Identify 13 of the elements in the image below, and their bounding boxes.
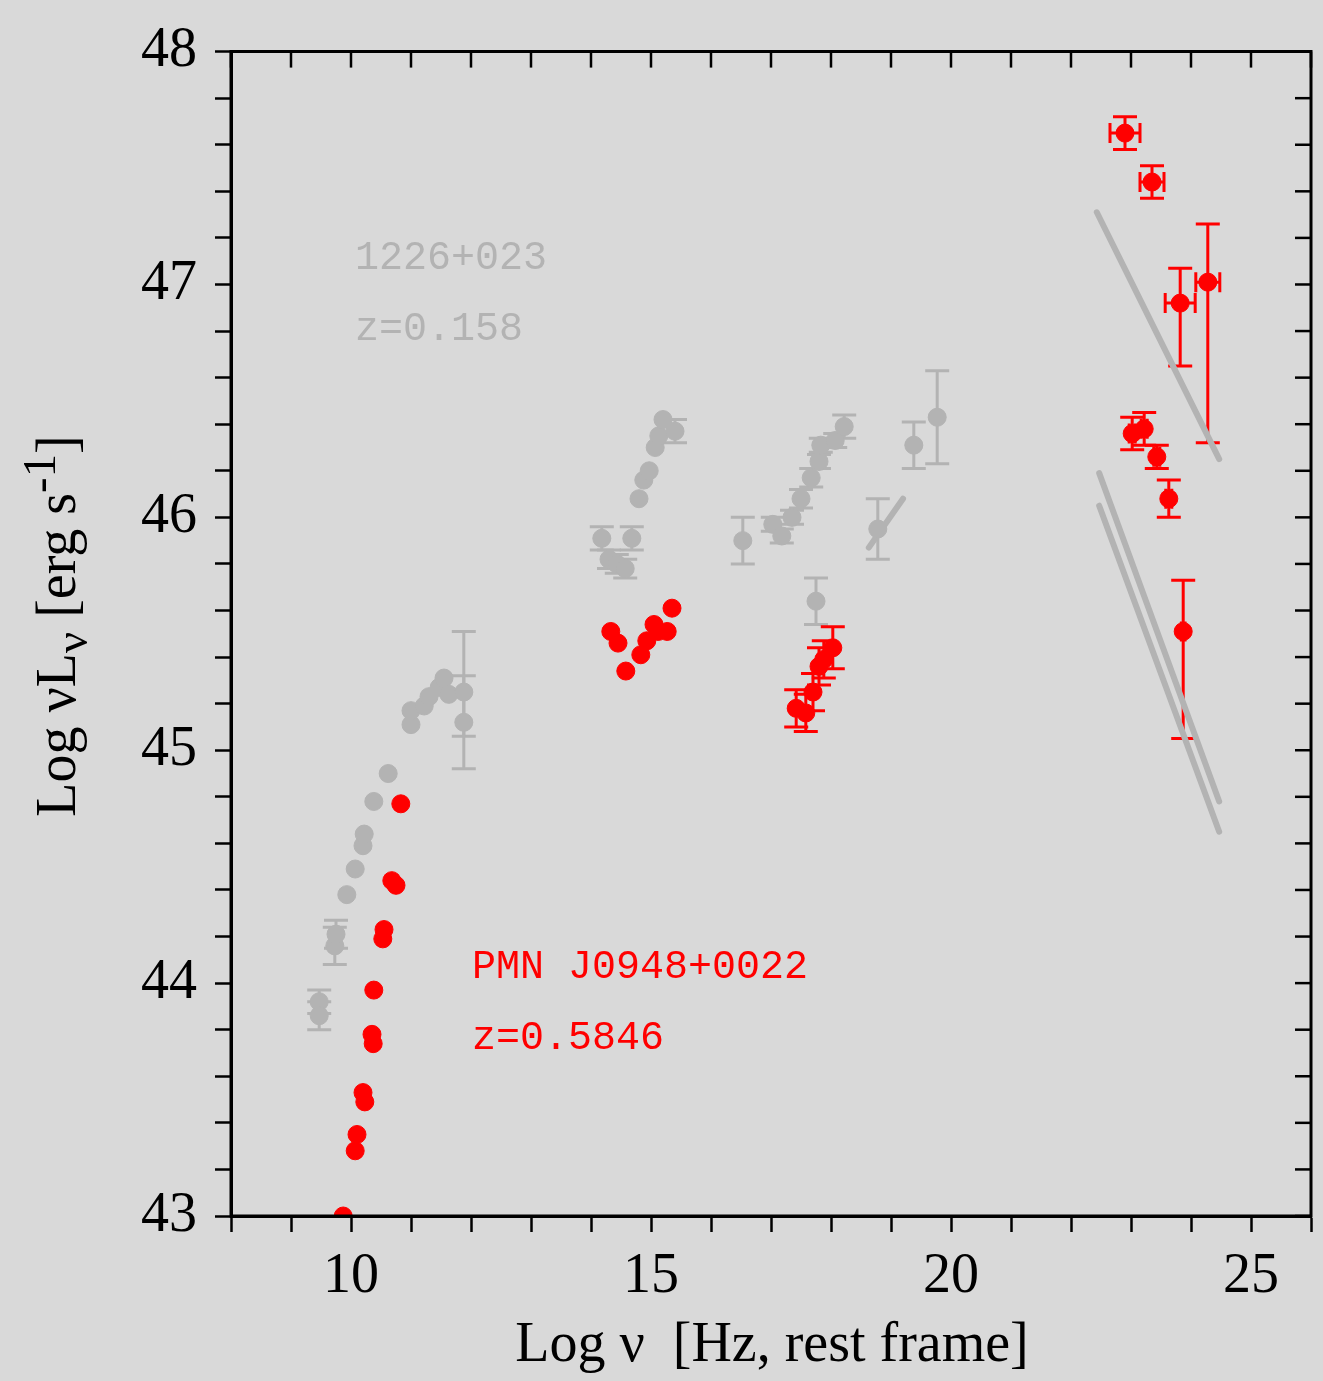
x-tick-label: 10 xyxy=(323,1242,379,1305)
annotation: z=0.5846 xyxy=(472,1015,665,1061)
x-tick-label: 15 xyxy=(623,1242,679,1305)
x-axis-title: Log ν [Hz, rest frame] xyxy=(514,1310,1030,1374)
x-tick-label: 20 xyxy=(923,1242,979,1305)
text: PMN J0948+0022 xyxy=(472,944,809,990)
y-tick-label: 45 xyxy=(141,714,197,777)
y-tick-label: 48 xyxy=(141,16,197,79)
y-tick-label: 47 xyxy=(141,249,197,312)
x-tick-label: 25 xyxy=(1223,1242,1279,1305)
y-tick-label: 46 xyxy=(141,482,197,545)
y-tick-label: 43 xyxy=(141,1180,197,1243)
y-tick-label: 44 xyxy=(141,947,197,1010)
